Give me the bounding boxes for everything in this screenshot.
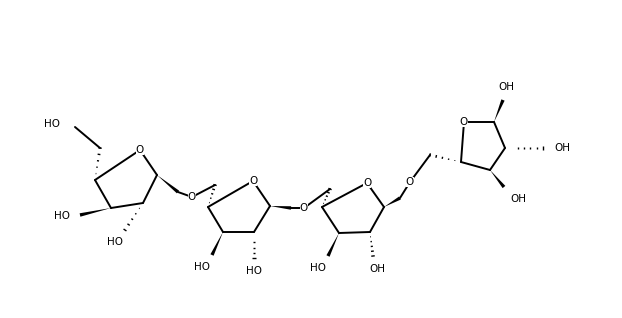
Text: OH: OH — [369, 264, 385, 274]
Text: O: O — [188, 192, 196, 202]
Text: OH: OH — [510, 194, 526, 204]
Text: HO: HO — [54, 211, 70, 221]
Text: OH: OH — [554, 143, 570, 153]
Text: HO: HO — [310, 263, 326, 273]
Text: O: O — [406, 177, 414, 187]
Polygon shape — [384, 197, 401, 207]
Polygon shape — [270, 206, 291, 210]
Polygon shape — [327, 233, 339, 257]
Text: O: O — [363, 178, 371, 188]
Text: OH: OH — [498, 82, 514, 92]
Polygon shape — [494, 99, 504, 122]
Text: O: O — [136, 145, 144, 155]
Text: O: O — [249, 176, 257, 186]
Text: O: O — [460, 117, 468, 127]
Text: HO: HO — [107, 237, 123, 247]
Text: HO: HO — [194, 262, 210, 272]
Polygon shape — [210, 232, 223, 256]
Text: HO: HO — [246, 266, 262, 276]
Text: O: O — [300, 203, 308, 213]
Polygon shape — [157, 175, 179, 193]
Text: HO: HO — [44, 119, 60, 129]
Polygon shape — [80, 208, 111, 217]
Polygon shape — [490, 170, 505, 188]
